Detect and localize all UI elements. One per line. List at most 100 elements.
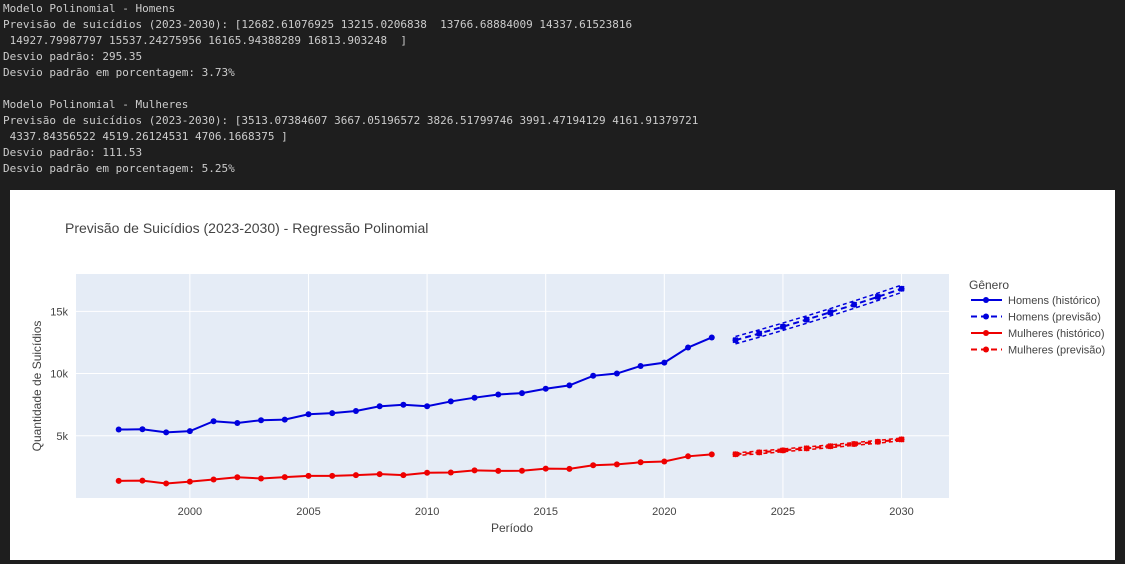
grid-lines [76,274,949,498]
legend-label: Mulheres (previsão) [1008,345,1105,357]
data-point[interactable] [661,458,668,465]
data-point[interactable] [186,428,193,435]
data-point[interactable] [281,474,288,481]
console-line: Desvio padrão: 295.35 [3,50,143,63]
chart-container: Previsão de Suicídios (2023-2030) - Regr… [10,190,1115,560]
data-point[interactable] [163,429,170,436]
x-tick-label: 2015 [533,506,557,518]
data-point[interactable] [400,401,407,408]
data-point[interactable] [471,467,478,474]
console-line: Modelo Polinomial - Homens [3,2,176,15]
data-point[interactable] [637,362,644,369]
data-point[interactable] [305,472,312,479]
data-point[interactable] [756,330,763,337]
data-point[interactable] [495,467,502,474]
data-point[interactable] [139,426,146,433]
series-line[interactable] [735,287,902,342]
data-point[interactable] [708,451,715,458]
legend-item[interactable]: Mulheres (histórico) [971,328,1105,340]
chart-title: Previsão de Suicídios (2023-2030) - Regr… [65,220,428,236]
data-point[interactable] [115,477,122,484]
data-point[interactable] [685,344,692,351]
x-tick-label: 2025 [771,506,795,518]
data-point[interactable] [898,285,905,292]
data-point[interactable] [376,471,383,478]
data-point[interactable] [163,480,170,487]
data-point[interactable] [827,443,834,450]
data-point[interactable] [281,416,288,423]
data-point[interactable] [329,472,336,479]
console-line: Previsão de suicídios (2023-2030): [3513… [3,114,699,127]
data-point[interactable] [542,385,549,392]
console-output: Modelo Polinomial - Homens Previsão de su… [0,0,1125,190]
data-point[interactable] [732,451,739,458]
data-point[interactable] [518,390,525,397]
data-point[interactable] [803,445,810,452]
legend-swatch-marker [983,297,989,303]
data-point[interactable] [210,418,217,425]
data-point[interactable] [495,391,502,398]
y-tick-label: 5k [56,431,68,443]
data-point[interactable] [756,449,763,456]
legend-swatch-marker [983,330,989,336]
legend-title: Gênero [969,278,1009,292]
data-point[interactable] [447,469,454,476]
data-point[interactable] [613,461,620,468]
x-tick-label: 2010 [415,506,439,518]
legend[interactable]: Gênero Homens (histórico) Homens (previsã… [969,278,1105,357]
data-point[interactable] [258,475,265,482]
data-point[interactable] [139,477,146,484]
data-point[interactable] [186,478,193,485]
data-point[interactable] [400,472,407,479]
legend-item[interactable]: Homens (previsão) [971,312,1101,324]
data-point[interactable] [542,465,549,472]
data-point[interactable] [708,334,715,341]
legend-item[interactable]: Mulheres (previsão) [971,345,1105,357]
data-point[interactable] [210,476,217,483]
data-point[interactable] [352,472,359,479]
series-line[interactable] [118,336,713,434]
data-point[interactable] [898,436,905,443]
data-point[interactable] [566,465,573,472]
series-line[interactable] [735,438,902,456]
data-point[interactable] [518,467,525,474]
series-layer [115,284,905,487]
data-point[interactable] [590,372,597,379]
data-point[interactable] [305,411,312,418]
data-point[interactable] [827,309,834,316]
data-point[interactable] [637,459,644,466]
data-point[interactable] [234,419,241,426]
data-point[interactable] [590,462,597,469]
data-point[interactable] [874,293,881,300]
x-tick-label: 2030 [889,506,913,518]
console-line: Desvio padrão: 111.53 [3,146,143,159]
series-line[interactable] [118,453,712,485]
data-point[interactable] [329,410,336,417]
x-axis-label: Período [491,521,533,535]
data-point[interactable] [851,301,858,308]
data-point[interactable] [613,370,620,377]
data-point[interactable] [424,469,431,476]
data-point[interactable] [779,447,786,454]
data-point[interactable] [115,426,122,433]
data-point[interactable] [424,403,431,410]
data-point[interactable] [732,337,739,344]
data-point[interactable] [376,403,383,410]
data-point[interactable] [661,359,668,366]
x-tick-label: 2000 [178,506,202,518]
legend-label: Homens (histórico) [1008,295,1100,307]
data-point[interactable] [779,323,786,330]
data-point[interactable] [803,316,810,323]
data-point[interactable] [566,382,573,389]
data-point[interactable] [851,441,858,448]
data-point[interactable] [874,438,881,445]
data-point[interactable] [258,417,265,424]
data-point[interactable] [447,398,454,405]
data-point[interactable] [471,394,478,401]
data-point[interactable] [234,474,241,481]
console-line: Modelo Polinomial - Mulheres [3,98,189,111]
legend-item[interactable]: Homens (histórico) [971,295,1100,307]
console-line: Desvio padrão em porcentagem: 5.25% [3,162,235,175]
data-point[interactable] [685,453,692,460]
data-point[interactable] [352,408,359,415]
